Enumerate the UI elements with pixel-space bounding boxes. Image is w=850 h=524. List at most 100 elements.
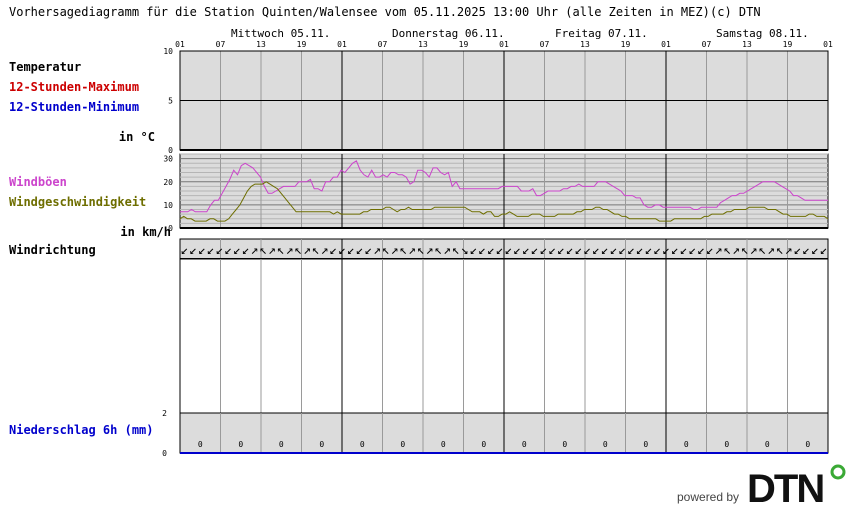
hour-tick-label: 07 bbox=[216, 40, 226, 49]
hour-tick-label: 13 bbox=[742, 40, 752, 49]
wind-arrow: ↙ bbox=[627, 243, 635, 258]
wind-arrow: ↙ bbox=[189, 243, 197, 258]
wind-unit-label: in km/h bbox=[120, 225, 171, 239]
wind-arrow: ↙ bbox=[242, 243, 250, 258]
day-label: Samstag 08.11. bbox=[716, 27, 809, 40]
temperature-label: Temperatur bbox=[9, 60, 81, 74]
dtn-logo-text: DTN bbox=[747, 467, 823, 511]
wind-arrow: ↘ bbox=[461, 243, 469, 258]
wind-arrow: ↗ bbox=[391, 243, 399, 258]
wind-panel: 0 10 20 30 bbox=[163, 153, 829, 233]
dtn-logo-dot bbox=[830, 464, 846, 480]
wind-arrow: ↙ bbox=[820, 243, 828, 258]
precip-value-label: 0 bbox=[198, 440, 203, 449]
hour-tick-label: 19 bbox=[297, 40, 307, 49]
wind-arrow: ↙ bbox=[522, 243, 530, 258]
precip-value-label: 0 bbox=[765, 440, 770, 449]
wind-arrow: ↖ bbox=[741, 243, 749, 258]
wind-arrow: ↖ bbox=[723, 243, 731, 258]
min12-label: 12-Stunden-Minimum bbox=[9, 100, 139, 114]
wind-arrow: ↖ bbox=[277, 243, 285, 258]
wind-arrow: ↙ bbox=[496, 243, 504, 258]
wind-arrow: ↙ bbox=[539, 243, 547, 258]
wind-direction-label: Windrichtung bbox=[9, 243, 96, 257]
wind-arrow: ↙ bbox=[215, 243, 223, 258]
wind-tick-label: 20 bbox=[163, 178, 173, 187]
wind-arrow: ↙ bbox=[364, 243, 372, 258]
hour-tick-label: 07 bbox=[702, 40, 712, 49]
wind-arrow: ↗ bbox=[268, 243, 276, 258]
day-label: Mittwoch 05.11. bbox=[231, 27, 330, 40]
hour-tick-label: 13 bbox=[580, 40, 590, 49]
wind-arrow: ↗ bbox=[785, 243, 793, 258]
temperature-panel: 0 5 10 bbox=[163, 47, 829, 155]
wind-arrow: ↙ bbox=[574, 243, 582, 258]
powered-by-text: powered by bbox=[677, 490, 739, 504]
hour-tick-label: 01 bbox=[499, 40, 509, 49]
wind-arrow: ↙ bbox=[469, 243, 477, 258]
wind-arrow: ↗ bbox=[715, 243, 723, 258]
wind-arrow: ↙ bbox=[531, 243, 539, 258]
empty-panel bbox=[179, 258, 829, 414]
wind-arrow: ↗ bbox=[321, 243, 329, 258]
precip-value-label: 0 bbox=[319, 440, 324, 449]
precip-value-label: 0 bbox=[238, 440, 243, 449]
wind-arrow: ↙ bbox=[636, 243, 644, 258]
day-labels: Mittwoch 05.11. Donnerstag 06.11. Freita… bbox=[231, 27, 809, 40]
wind-arrow: ↙ bbox=[198, 243, 206, 258]
wind-arrow: ↙ bbox=[610, 243, 618, 258]
hour-ticks: 01 07 13 19 01 07 13 19 01 07 13 19 01 07 13 19 01 bbox=[175, 40, 833, 49]
hour-tick-label: 19 bbox=[459, 40, 469, 49]
temp-unit-label: in °C bbox=[119, 130, 155, 144]
wind-arrow: ↙ bbox=[583, 243, 591, 258]
hour-tick-label: 01 bbox=[175, 40, 185, 49]
wind-arrow: ↗ bbox=[443, 243, 451, 258]
wind-arrow: ↙ bbox=[793, 243, 801, 258]
day-label: Donnerstag 06.11. bbox=[392, 27, 505, 40]
precip-value-label: 0 bbox=[481, 440, 486, 449]
temp-tick-label: 5 bbox=[168, 97, 173, 106]
precip-value-label: 0 bbox=[562, 440, 567, 449]
hour-tick-label: 01 bbox=[337, 40, 347, 49]
wind-arrow: ↙ bbox=[601, 243, 609, 258]
wind-arrow: ↙ bbox=[566, 243, 574, 258]
precip-value-label: 0 bbox=[360, 440, 365, 449]
wind-arrow: ↙ bbox=[557, 243, 565, 258]
hour-tick-label: 13 bbox=[418, 40, 428, 49]
wind-arrow: ↙ bbox=[645, 243, 653, 258]
wind-arrow: ↙ bbox=[662, 243, 670, 258]
wind-arrow: ↙ bbox=[653, 243, 661, 258]
wind-arrow: ↙ bbox=[224, 243, 232, 258]
wind-arrow: ↖ bbox=[452, 243, 460, 258]
hour-tick-label: 19 bbox=[783, 40, 793, 49]
wind-tick-label: 10 bbox=[163, 201, 173, 210]
wind-arrow: ↙ bbox=[618, 243, 626, 258]
wind-arrow: ↖ bbox=[758, 243, 766, 258]
hour-tick-label: 13 bbox=[256, 40, 266, 49]
precip-value-label: 0 bbox=[643, 440, 648, 449]
precip-tick-label: 2 bbox=[162, 409, 167, 418]
wind-arrow: ↙ bbox=[680, 243, 688, 258]
wind-arrow: ↖ bbox=[382, 243, 390, 258]
wind-arrow: ↙ bbox=[338, 243, 346, 258]
wind-arrow: ↙ bbox=[504, 243, 512, 258]
wind-speed-label: Windgeschwindigkeit bbox=[9, 195, 146, 209]
wind-arrow: ↙ bbox=[356, 243, 364, 258]
max12-label: 12-Stunden-Maximum bbox=[9, 80, 139, 94]
wind-tick-label: 0 bbox=[168, 224, 173, 233]
temp-tick-label: 0 bbox=[168, 146, 173, 155]
hour-tick-label: 07 bbox=[540, 40, 550, 49]
wind-arrow: ↙ bbox=[329, 243, 337, 258]
wind-arrow: ↖ bbox=[294, 243, 302, 258]
precip-value-label: 0 bbox=[279, 440, 284, 449]
wind-arrow: ↖ bbox=[434, 243, 442, 258]
wind-arrow: ↙ bbox=[513, 243, 521, 258]
wind-arrow: ↙ bbox=[478, 243, 486, 258]
wind-arrow: ↗ bbox=[750, 243, 758, 258]
hour-tick-label: 01 bbox=[661, 40, 671, 49]
wind-arrow: ↙ bbox=[592, 243, 600, 258]
gusts-line bbox=[180, 160, 828, 213]
gusts-label: Windböen bbox=[9, 175, 67, 189]
wind-direction-panel: ↙ ↙ ↙ ↙ ↙ ↙ ↙ ↙ ↗ ↖ ↗ ↖ ↗ ↖ ↗ ↖ ↗ ↙ ↙ ↙ ↙ ↙ ↗ ↖ ↗ ↖ ↗ ↖ ↗ ↖ ↗ ↖ ↘ ↙ ↙ ↙ ↙ ↙ ↙ ↙… bbox=[179, 238, 829, 260]
